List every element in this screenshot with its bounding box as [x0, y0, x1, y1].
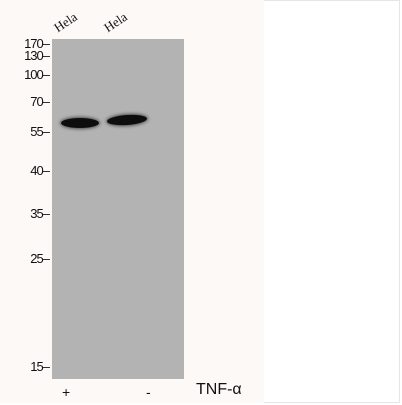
marker-170: 170– [24, 36, 50, 51]
blot-membrane [52, 39, 184, 379]
marker-15: 15– [30, 359, 50, 374]
marker-70: 70– [30, 94, 50, 109]
band-lane-1 [61, 118, 99, 128]
marker-130: 130– [24, 48, 50, 63]
marker-55: 55– [30, 124, 50, 139]
condition-lane-1: + [62, 384, 71, 400]
treatment-label: TNF-α [196, 381, 242, 398]
marker-100: 100– [24, 67, 50, 82]
marker-40: 40– [30, 163, 50, 178]
condition-lane-2: - [146, 384, 151, 400]
marker-35: 35– [30, 206, 50, 221]
marker-25: 25– [30, 251, 50, 266]
